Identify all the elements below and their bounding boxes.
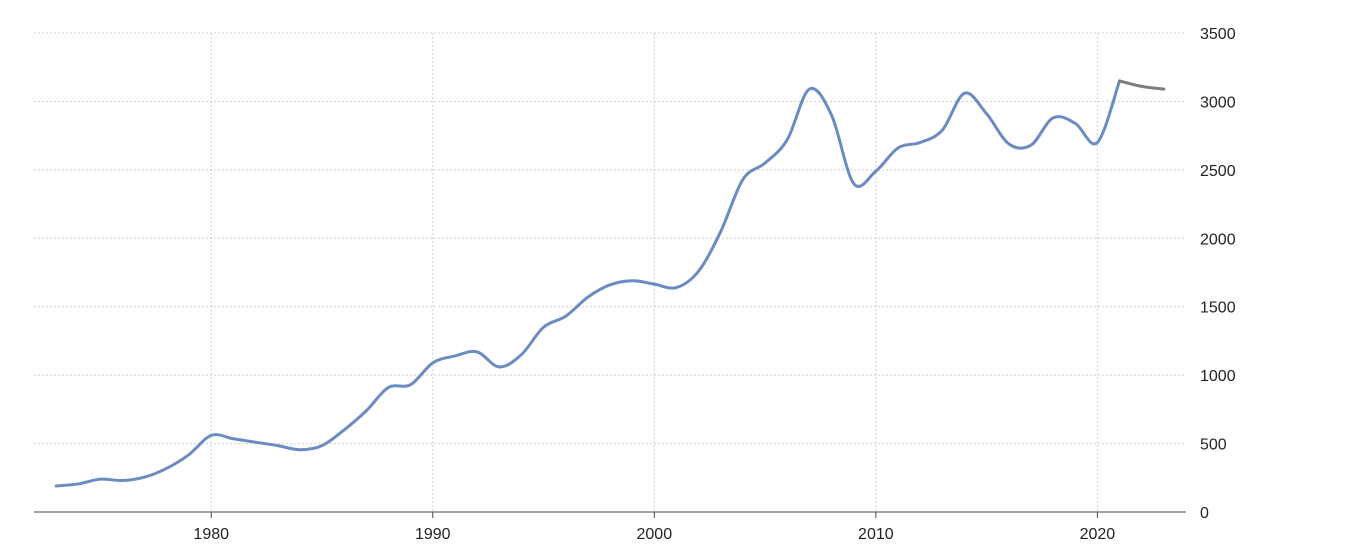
y-tick-label: 0 bbox=[1200, 505, 1209, 522]
grid-lines bbox=[34, 32, 1186, 512]
x-tick-label: 2020 bbox=[1080, 526, 1116, 543]
y-tick-label: 2500 bbox=[1200, 163, 1236, 180]
x-tick-label: 1980 bbox=[193, 526, 229, 543]
y-tick-label: 1500 bbox=[1200, 300, 1236, 317]
tick-labels: 0 500 1000 1500 2000 2500 3000 3500 1980 1990 2000… bbox=[193, 26, 1235, 543]
y-tick-label: 1000 bbox=[1200, 368, 1236, 385]
y-tick-label: 3000 bbox=[1200, 94, 1236, 111]
y-tick-label: 2000 bbox=[1200, 231, 1236, 248]
series-line-actual bbox=[54, 79, 1122, 488]
series-line-forecast bbox=[1118, 79, 1166, 91]
axes bbox=[34, 511, 1186, 518]
x-tick-label: 2000 bbox=[637, 526, 673, 543]
x-tick-label: 2010 bbox=[858, 526, 894, 543]
y-tick-label: 3500 bbox=[1200, 26, 1236, 43]
x-tick-label: 1990 bbox=[415, 526, 451, 543]
y-tick-label: 500 bbox=[1200, 437, 1227, 454]
series-lines bbox=[54, 79, 1166, 488]
